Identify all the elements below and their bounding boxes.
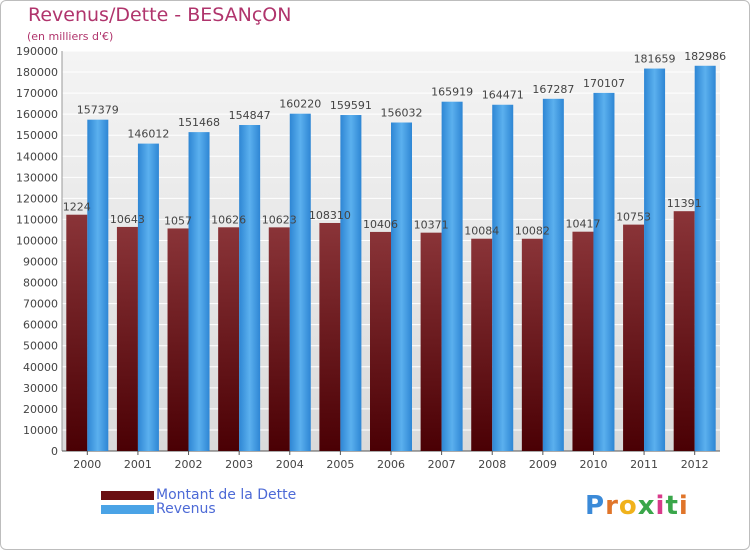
debt-value-label: 10371 [414, 219, 449, 232]
debt-value-label: 10753 [616, 211, 651, 224]
revenue-value-label: 181659 [634, 53, 676, 66]
revenue-value-label: 156032 [381, 107, 423, 120]
y-tick-label: 110000 [16, 213, 58, 226]
y-tick-label: 140000 [16, 150, 58, 163]
revenue-bar [391, 122, 412, 451]
debt-value-label: 10623 [262, 213, 297, 226]
revenue-bar [87, 119, 109, 452]
y-tick-label: 90000 [23, 256, 58, 269]
y-tick-label: 130000 [16, 171, 58, 184]
revenue-bar [188, 132, 210, 451]
y-tick-label: 10000 [23, 424, 58, 437]
debt-value-label: 1224 [63, 201, 91, 214]
debt-bar [623, 224, 645, 451]
y-tick-label: 0 [51, 445, 58, 458]
debt-value-label: 10417 [565, 218, 600, 231]
debt-value-label: 10643 [110, 213, 145, 226]
x-tick-label: 2001 [124, 458, 152, 471]
x-tick-label: 2012 [681, 458, 709, 471]
y-tick-label: 150000 [16, 129, 58, 142]
revenue-value-label: 165919 [431, 86, 473, 99]
revenue-bar [694, 65, 716, 451]
debt-bar [521, 238, 543, 451]
y-tick-label: 40000 [23, 361, 58, 374]
proxiti-logo: Proxiti [585, 491, 689, 521]
debt-value-label: 10406 [363, 218, 398, 231]
y-tick-label: 160000 [16, 108, 58, 121]
y-tick-label: 50000 [23, 340, 58, 353]
revenue-value-label: 167287 [532, 83, 574, 96]
x-tick-label: 2009 [529, 458, 557, 471]
x-tick-label: 2004 [276, 458, 304, 471]
debt-bar [471, 238, 493, 451]
y-tick-label: 80000 [23, 277, 58, 290]
revenue-value-label: 157379 [77, 104, 119, 117]
x-tick-label: 2011 [630, 458, 658, 471]
x-tick-label: 2010 [579, 458, 607, 471]
revenue-bar [239, 125, 261, 451]
revenue-value-label: 160220 [279, 98, 321, 111]
revenue-bar [441, 101, 463, 451]
revenue-value-label: 154847 [229, 109, 271, 122]
revenue-bar [593, 92, 615, 451]
x-tick-label: 2000 [73, 458, 101, 471]
debt-bar [218, 227, 240, 451]
x-tick-label: 2008 [478, 458, 506, 471]
debt-value-label: 11391 [667, 197, 702, 210]
debt-bar [167, 228, 189, 451]
x-tick-label: 2006 [377, 458, 405, 471]
debt-bar [66, 214, 88, 451]
revenue-value-label: 164471 [482, 89, 524, 102]
legend-item-revenue: Revenus [101, 501, 216, 517]
debt-bar [572, 231, 594, 451]
revenue-value-label: 170107 [583, 77, 625, 90]
debt-bar [370, 231, 391, 451]
legend-swatch-revenue [101, 504, 154, 514]
x-tick-label: 2007 [428, 458, 456, 471]
debt-value-label: 1057 [164, 214, 192, 227]
debt-bar [673, 211, 695, 451]
revenue-value-label: 151468 [178, 116, 220, 129]
legend-item-debt: Montant de la Dette [101, 487, 296, 503]
legend-label-revenue: Revenus [156, 501, 216, 517]
debt-value-label: 108310 [309, 209, 351, 222]
x-tick-label: 2002 [175, 458, 203, 471]
legend-label-debt: Montant de la Dette [156, 487, 297, 503]
debt-value-label: 10626 [211, 213, 246, 226]
revenue-bar [492, 104, 514, 451]
y-tick-label: 30000 [23, 382, 58, 395]
y-tick-label: 190000 [16, 45, 58, 58]
legend-swatch-debt [101, 490, 154, 500]
debt-bar [116, 226, 138, 451]
revenue-value-label: 159591 [330, 99, 372, 112]
y-tick-label: 180000 [16, 66, 58, 79]
y-tick-label: 170000 [16, 87, 58, 100]
x-tick-label: 2003 [225, 458, 253, 471]
debt-bar [268, 227, 290, 451]
y-tick-label: 20000 [23, 403, 58, 416]
y-tick-label: 120000 [16, 192, 58, 205]
x-tick-label: 2005 [326, 458, 354, 471]
debt-bar [319, 222, 341, 451]
revenue-value-label: 182986 [684, 50, 726, 63]
debt-value-label: 10082 [515, 225, 550, 238]
revenue-value-label: 146012 [127, 128, 169, 141]
chart-subtitle: (en milliers d'€) [27, 30, 114, 43]
revenue-bar [644, 68, 666, 451]
y-tick-label: 100000 [16, 234, 58, 247]
revenue-bar [340, 115, 362, 451]
revenue-bar [137, 143, 159, 451]
debt-value-label: 10084 [464, 225, 499, 238]
revenue-bar [289, 113, 311, 452]
y-tick-label: 70000 [23, 298, 58, 311]
revenue-bar [542, 98, 564, 452]
y-tick-label: 60000 [23, 319, 58, 332]
debt-bar [420, 232, 442, 451]
chart-title: Revenus/Dette - BESANçON [28, 4, 292, 26]
